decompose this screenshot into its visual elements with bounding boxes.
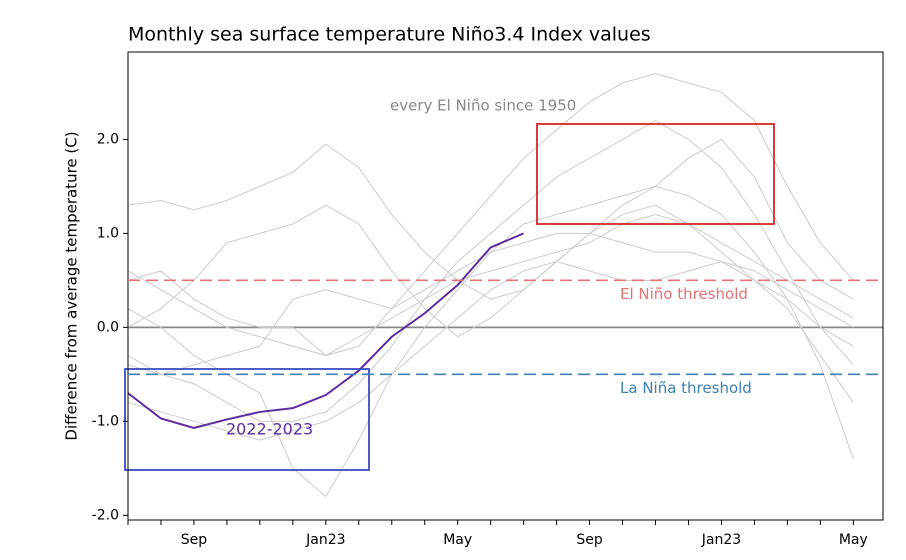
series-label: 2022-2023 (226, 420, 313, 439)
y-tick-label: 2.0 (97, 131, 119, 147)
x-tick-label: May (443, 532, 472, 548)
highlight-box (536, 123, 775, 225)
annotation: every El Niño since 1950 (390, 97, 576, 115)
history-line (127, 204, 854, 403)
plot-area (127, 73, 883, 498)
highlight-box (124, 368, 370, 471)
history-line (127, 261, 854, 441)
x-tick-label: May (839, 532, 868, 548)
history-line (127, 214, 854, 357)
x-tick-label: Jan23 (701, 532, 741, 548)
history-line (127, 138, 854, 300)
y-tick-label: 0.0 (97, 319, 119, 335)
threshold-label: La Niña threshold (620, 379, 752, 397)
threshold-label: El Niño threshold (620, 285, 748, 303)
highlight-line (127, 232, 525, 429)
chart-title: Monthly sea surface temperature Niño3.4 … (128, 24, 651, 46)
x-tick-label: Sep (576, 532, 603, 548)
y-tick-label: 1.0 (97, 225, 119, 241)
x-tick-label: Sep (181, 532, 208, 548)
y-tick-label: -2.0 (92, 507, 119, 523)
x-tick-label: Jan23 (305, 532, 345, 548)
plot-frame (127, 51, 884, 521)
history-line (127, 232, 854, 375)
y-axis-label: Difference from average temperature (C) (63, 131, 81, 440)
y-tick-label: -1.0 (92, 413, 119, 429)
history-line (127, 73, 854, 357)
